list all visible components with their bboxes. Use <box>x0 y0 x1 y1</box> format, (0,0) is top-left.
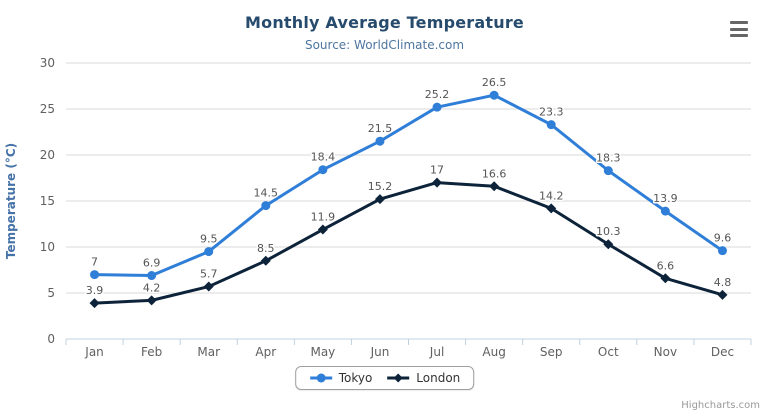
y-axis-tick-label: 20 <box>40 148 55 162</box>
data-label: 15.2 <box>368 180 393 193</box>
data-point-tokyo-sep[interactable] <box>546 120 556 130</box>
tokyo-legend-marker <box>309 373 332 383</box>
data-point-tokyo-nov[interactable] <box>660 206 670 216</box>
data-point-london-mar[interactable] <box>203 281 214 292</box>
data-label: 23.3 <box>539 106 564 119</box>
data-label: 18.4 <box>311 151 336 164</box>
data-point-tokyo-jul[interactable] <box>432 102 442 112</box>
data-label: 16.6 <box>482 167 507 180</box>
x-axis-tick-label: Oct <box>598 345 619 359</box>
london-legend-marker <box>387 373 410 383</box>
data-point-tokyo-mar[interactable] <box>204 247 214 257</box>
data-label: 8.5 <box>257 242 275 255</box>
series-line-tokyo[interactable] <box>93 93 724 278</box>
legend-item-tokyo[interactable]: Tokyo <box>309 371 373 385</box>
series-line-london[interactable] <box>93 181 724 305</box>
data-label: 25.2 <box>425 88 450 101</box>
y-axis-tick-label: 15 <box>40 194 55 208</box>
data-point-london-dec[interactable] <box>717 289 728 300</box>
data-label: 26.5 <box>482 76 507 89</box>
y-axis-tick-label: 5 <box>47 286 55 300</box>
y-axis-tick-label: 25 <box>40 102 55 116</box>
data-point-tokyo-dec[interactable] <box>717 246 727 256</box>
data-label: 18.3 <box>596 152 621 165</box>
data-point-london-feb[interactable] <box>146 295 157 306</box>
x-axis-tick-label: Aug <box>482 345 505 359</box>
data-point-london-apr[interactable] <box>260 255 271 266</box>
data-label: 6.9 <box>143 257 161 270</box>
data-label: 13.9 <box>653 192 678 205</box>
x-axis-tick-label: Dec <box>711 345 734 359</box>
data-label: 21.5 <box>368 122 393 135</box>
data-point-tokyo-jan[interactable] <box>90 270 100 280</box>
chart-title: Monthly Average Temperature <box>245 13 524 32</box>
legend: Tokyo London <box>294 366 475 390</box>
x-axis-tick-label: Jan <box>84 345 104 359</box>
data-point-tokyo-aug[interactable] <box>489 90 499 100</box>
data-label: 17 <box>430 164 444 177</box>
data-point-tokyo-may[interactable] <box>318 165 328 175</box>
data-label: 7 <box>91 256 98 269</box>
data-point-tokyo-apr[interactable] <box>261 201 271 211</box>
data-label: 4.2 <box>143 281 161 294</box>
x-axis-tick-label: Sep <box>540 345 563 359</box>
hamburger-icon <box>730 27 748 31</box>
data-label: 9.6 <box>714 232 732 245</box>
data-point-london-may[interactable] <box>317 224 328 235</box>
data-label: 10.3 <box>596 225 621 238</box>
data-label: 11.9 <box>311 211 336 224</box>
hamburger-icon <box>730 21 748 24</box>
data-label: 14.2 <box>539 189 564 202</box>
data-point-london-sep[interactable] <box>546 203 557 214</box>
data-label: 9.5 <box>200 233 218 246</box>
data-point-london-aug[interactable] <box>489 181 500 192</box>
data-point-london-oct[interactable] <box>603 239 614 250</box>
y-axis-tick-label: 10 <box>40 240 55 254</box>
hamburger-icon <box>730 34 748 37</box>
data-point-tokyo-jun[interactable] <box>375 136 385 146</box>
data-label: 14.5 <box>254 187 279 200</box>
data-point-london-jul[interactable] <box>432 177 443 188</box>
x-axis-tick-label: Apr <box>255 345 276 359</box>
legend-item-london[interactable]: London <box>386 371 460 385</box>
y-axis-tick-label: 0 <box>47 332 55 346</box>
data-point-london-nov[interactable] <box>660 273 671 284</box>
export-menu-button[interactable] <box>730 20 750 38</box>
y-axis-tick-label: 30 <box>40 56 55 70</box>
data-label: 4.8 <box>714 276 732 289</box>
legend-label-london: London <box>416 371 461 385</box>
x-axis-tick-label: May <box>310 345 335 359</box>
x-axis-tick-label: Feb <box>141 345 162 359</box>
x-axis-tick-label: Nov <box>654 345 677 359</box>
data-label: 5.7 <box>200 268 218 281</box>
data-label: 3.9 <box>86 284 104 297</box>
data-point-tokyo-oct[interactable] <box>603 166 613 176</box>
credits-link[interactable]: Highcharts.com <box>681 400 760 411</box>
data-point-london-jan[interactable] <box>89 298 100 309</box>
data-label: 6.6 <box>657 259 675 272</box>
x-axis-tick-label: Jul <box>429 345 444 359</box>
legend-label-tokyo: Tokyo <box>338 371 373 385</box>
chart-subtitle: Source: WorldClimate.com <box>304 38 465 52</box>
x-axis-tick-label: Mar <box>197 345 220 359</box>
data-point-tokyo-feb[interactable] <box>147 271 157 281</box>
y-axis-title: Temperature (°C) <box>4 143 18 259</box>
x-axis-tick-label: Jun <box>370 345 390 359</box>
data-point-london-jun[interactable] <box>374 194 385 205</box>
